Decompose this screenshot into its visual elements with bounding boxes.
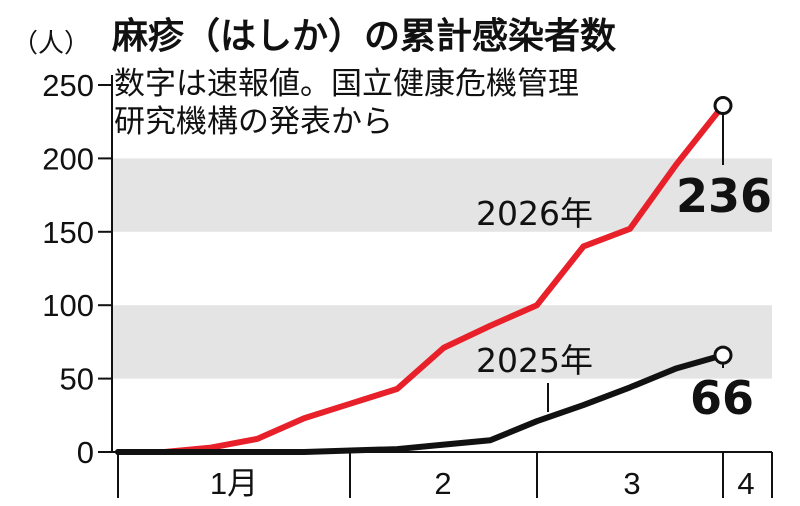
series-line-2026 [115,102,726,455]
grid-band [112,305,772,379]
x-month-label: 1月 [210,466,258,501]
chart-title: 麻疹（はしか）の累計感染者数 [112,16,616,57]
y-tick-label: 50 [60,362,94,397]
y-tick-label: 0 [77,435,94,470]
grid-band [112,158,772,232]
series-label-2026: 2026年 [476,194,593,233]
x-month-label: 2 [434,466,451,501]
y-tick-label: 250 [42,68,94,103]
data-label-2026: 236 [676,169,772,223]
labels: （人） 236 66 2026年 2025年 麻疹（はしか）の累計感染者数数字は速報値。国… [12,16,772,425]
y-tick-label: 100 [42,288,94,323]
series-label-2025: 2025年 [476,341,593,380]
x-month-label: 4 [737,466,754,501]
series-lines [115,96,733,455]
y-tick-label: 200 [42,141,94,176]
y-axis-unit: （人） [12,29,90,59]
x-month-label: 3 [623,466,640,501]
y-tick-label: 150 [42,215,94,250]
series-end-marker [713,345,733,365]
series-end-marker [713,96,733,116]
data-label-2025: 66 [690,371,754,425]
chart-subtitle-line: 研究機構の発表から [114,104,393,140]
chart-subtitle-line: 数字は速報値。国立健康危機管理 [114,66,579,102]
grid-bands [112,158,772,379]
axes: 0 50 100 150 200 250 1月 2 3 4 [42,68,773,501]
